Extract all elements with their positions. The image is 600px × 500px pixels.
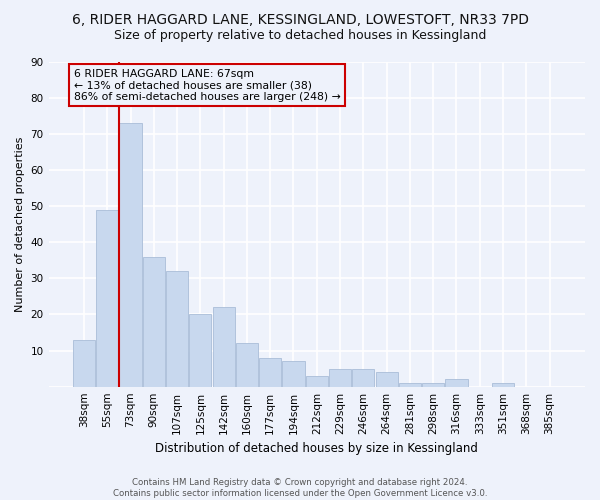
- Bar: [376, 372, 398, 386]
- Bar: [73, 340, 95, 386]
- X-axis label: Distribution of detached houses by size in Kessingland: Distribution of detached houses by size …: [155, 442, 478, 455]
- Bar: [259, 358, 281, 386]
- Bar: [96, 210, 118, 386]
- Bar: [329, 368, 351, 386]
- Bar: [283, 362, 305, 386]
- Bar: [143, 256, 165, 386]
- Bar: [306, 376, 328, 386]
- Text: Size of property relative to detached houses in Kessingland: Size of property relative to detached ho…: [114, 29, 486, 42]
- Bar: [236, 344, 258, 386]
- Y-axis label: Number of detached properties: Number of detached properties: [15, 136, 25, 312]
- Bar: [119, 123, 142, 386]
- Bar: [190, 314, 211, 386]
- Bar: [422, 383, 444, 386]
- Text: Contains HM Land Registry data © Crown copyright and database right 2024.
Contai: Contains HM Land Registry data © Crown c…: [113, 478, 487, 498]
- Text: 6 RIDER HAGGARD LANE: 67sqm
← 13% of detached houses are smaller (38)
86% of sem: 6 RIDER HAGGARD LANE: 67sqm ← 13% of det…: [74, 68, 340, 102]
- Bar: [399, 383, 421, 386]
- Bar: [352, 368, 374, 386]
- Bar: [492, 383, 514, 386]
- Bar: [166, 271, 188, 386]
- Bar: [212, 307, 235, 386]
- Text: 6, RIDER HAGGARD LANE, KESSINGLAND, LOWESTOFT, NR33 7PD: 6, RIDER HAGGARD LANE, KESSINGLAND, LOWE…: [71, 12, 529, 26]
- Bar: [445, 380, 467, 386]
